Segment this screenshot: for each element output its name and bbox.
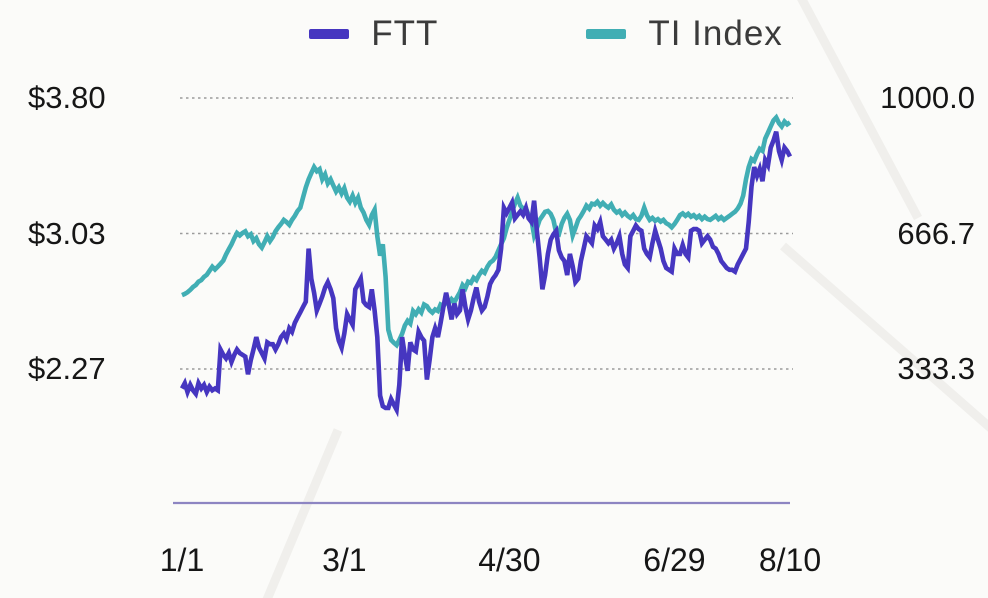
y-axis-left-tick-label: $3.80 (28, 80, 106, 115)
legend: FTT TI Index (52, 14, 988, 54)
x-axis-tick-label: 3/1 (322, 542, 367, 578)
ftt-line (179, 131, 793, 418)
series-lines (179, 113, 793, 418)
x-axis-tick-label: 8/10 (758, 542, 822, 578)
ti-index-series-swatch (586, 29, 627, 39)
y-axis-right-tick-label: 333.3 (897, 351, 975, 386)
y-axis-right-tick-label: 666.7 (897, 215, 975, 251)
ftt-series-swatch (309, 29, 350, 39)
y-axis-left-tick-label: $2.27 (28, 351, 106, 386)
y-axis-right-tick-label: 1000.0 (880, 80, 975, 115)
ti-index-line (181, 113, 792, 349)
ftt-series-label: FTT (371, 14, 439, 53)
watermark-lines (262, 0, 988, 598)
x-axis-tick-label: 1/1 (159, 542, 205, 578)
ti-index-series-label: TI Index (648, 14, 783, 53)
x-axis-tick-label: 6/29 (643, 542, 706, 578)
y-axis-left-tick-label: $3.03 (28, 215, 106, 251)
x-axis-tick-label: 4/30 (478, 542, 541, 578)
legend-item-ftt: FTT (309, 14, 438, 54)
legend-item-ti-index: TI Index (586, 14, 782, 54)
